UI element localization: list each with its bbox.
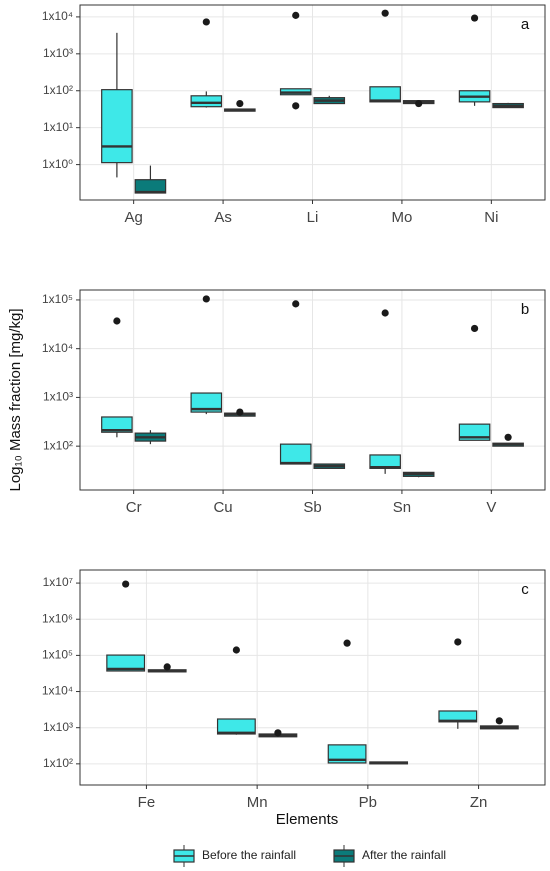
y-tick-label: 1x10² [43,756,73,770]
panel-label: a [521,16,530,33]
panel-border [79,569,546,786]
y-axis-title: Log₁₀ Mass fraction [mg/kg] [7,308,24,491]
outlier [381,309,389,317]
panel-border [79,4,546,201]
box [190,95,223,108]
y-tick-label: 1x10⁵ [42,648,73,662]
outlier [454,638,462,646]
panel-label: c [521,581,529,598]
x-tick-label: Cu [213,499,232,516]
box [369,86,401,103]
y-tick-label: 1x10³ [43,390,73,404]
box [190,392,223,413]
outlier [236,99,244,108]
y-tick-label: 1x10⁰ [42,157,73,171]
legend-label: After the rainfall [362,848,446,862]
outlier [292,300,300,308]
outlier [495,717,503,725]
panel-background [80,570,545,785]
x-tick-label: Ag [124,209,142,226]
panel-border [79,289,546,491]
outlier [163,663,171,671]
y-tick-label: 1x10⁴ [42,9,73,23]
outlier [113,317,121,325]
outlier [470,14,479,22]
outlier [122,580,130,588]
x-tick-label: Fe [138,794,156,811]
legend-label: Before the rainfall [202,848,296,862]
box [101,89,133,164]
x-tick-label: Li [307,209,319,226]
y-tick-label: 1x10⁷ [43,575,73,589]
box [279,443,312,465]
y-tick-label: 1x10³ [43,720,73,734]
box [327,744,367,764]
y-tick-label: 1x10² [43,83,73,97]
outlier [470,324,479,333]
outlier [202,295,210,303]
y-tick-label: 1x10³ [43,46,73,60]
y-tick-label: 1x10⁵ [42,292,73,306]
x-tick-label: V [486,499,496,516]
outlier [292,102,300,110]
panel-label: b [521,301,529,318]
outlier [292,11,300,19]
outlier [381,9,389,17]
y-tick-label: 1x10² [43,438,73,452]
x-tick-label: Zn [470,794,488,811]
x-tick-label: Cr [126,499,142,516]
x-tick-label: Pb [359,794,377,811]
x-axis-title: Elements [276,811,339,828]
x-tick-label: Ni [484,209,498,226]
y-tick-label: 1x10⁴ [42,341,73,355]
box [106,654,146,672]
y-tick-label: 1x10¹ [43,120,73,134]
outlier [415,99,423,108]
outlier [202,18,210,26]
outlier [236,408,244,416]
box [101,416,133,433]
x-tick-label: Mn [247,794,268,811]
y-tick-label: 1x10⁶ [42,611,73,625]
x-tick-label: Sb [303,499,321,516]
x-tick-label: Mo [392,209,413,226]
outlier [274,729,282,737]
outlier [343,639,351,647]
x-tick-label: Sn [393,499,411,516]
x-tick-label: As [214,209,232,226]
outlier [504,433,512,441]
outlier [232,646,240,654]
y-tick-label: 1x10⁴ [42,684,73,698]
